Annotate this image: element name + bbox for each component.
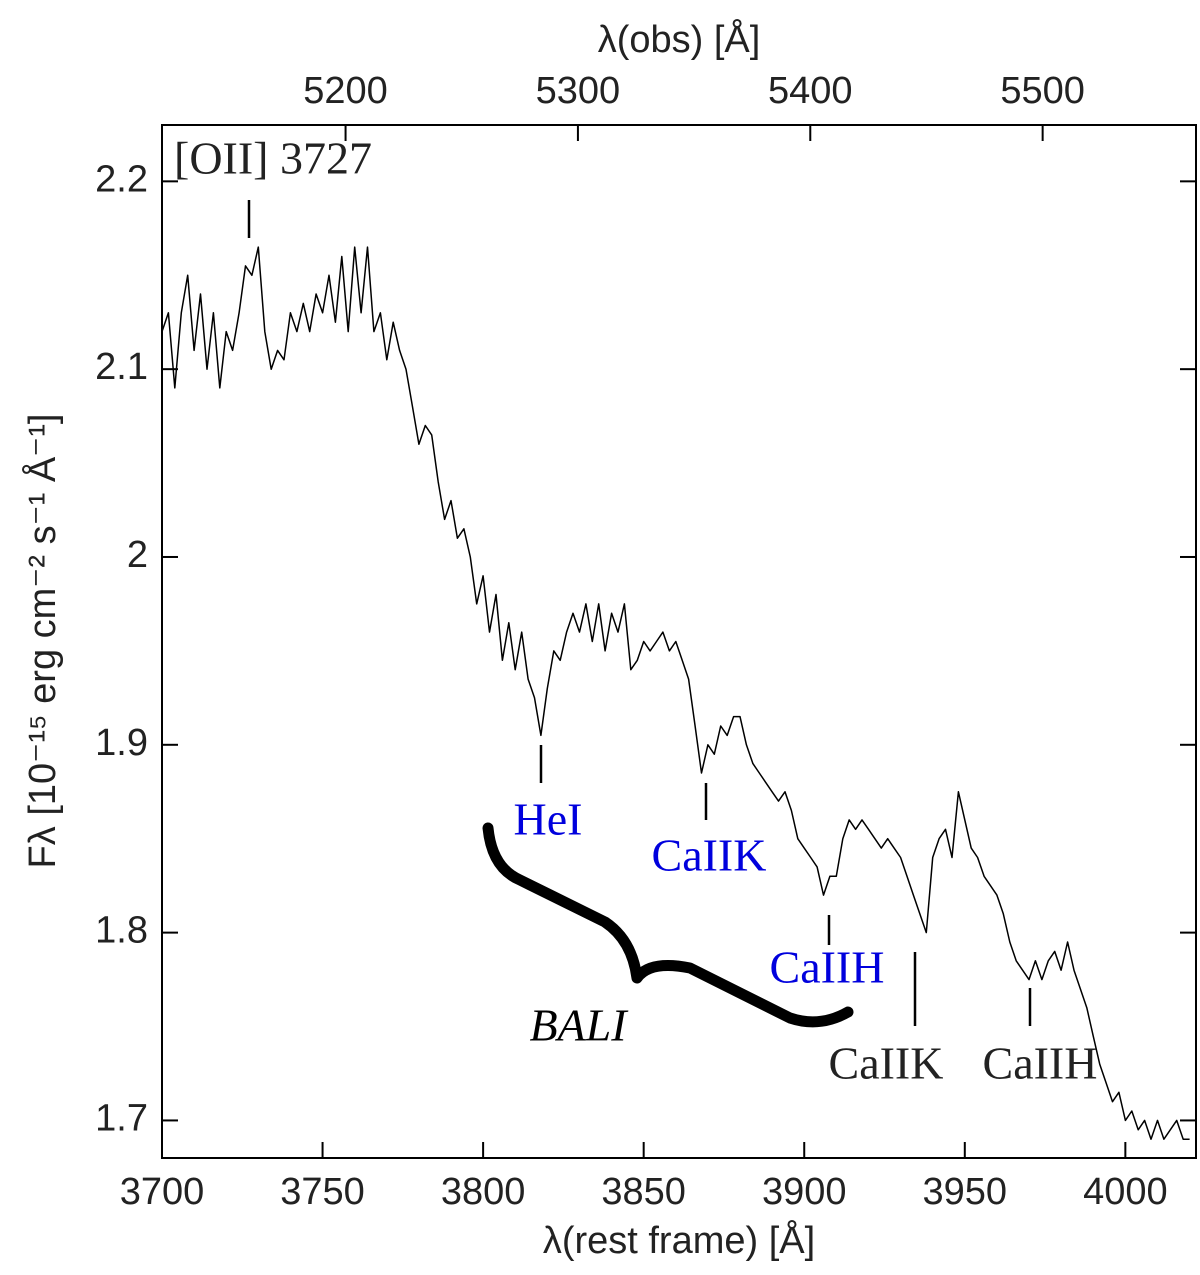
x-tick-label: 3900	[762, 1171, 847, 1213]
annotation: CaIIH	[983, 1038, 1098, 1089]
annotation: CaIIH	[770, 942, 885, 993]
annotation: [OII] 3727	[174, 133, 372, 184]
x2-tick-label: 5400	[768, 70, 853, 112]
x2-tick-label: 5500	[1000, 70, 1085, 112]
annotation: HeI	[514, 794, 583, 845]
brace	[482, 822, 854, 1028]
plot-frame	[161, 124, 1197, 1159]
x-tick-label: 3700	[120, 1171, 205, 1213]
x2-tick-label: 5200	[303, 70, 388, 112]
x-tick-label: 3800	[441, 1171, 526, 1213]
annotation: CaIIK	[829, 1038, 944, 1089]
annotation: CaIIK	[652, 830, 767, 881]
y-tick-label: 2	[127, 534, 148, 576]
y-tick-label: 2.1	[95, 346, 148, 388]
x2-axis-label: λ(obs) [Å]	[598, 17, 761, 61]
x2-tick-label: 5300	[536, 70, 621, 112]
y-tick-label: 1.8	[95, 910, 148, 952]
x-tick-label: 3850	[601, 1171, 686, 1213]
x-tick-label: 3950	[923, 1171, 1008, 1213]
x-tick-label: 4000	[1083, 1171, 1168, 1213]
x-tick-label: 3750	[280, 1171, 365, 1213]
spectrum-line	[161, 246, 1190, 1140]
y-tick-label: 1.9	[95, 722, 148, 764]
y-tick-label: 2.2	[95, 158, 148, 200]
y-tick-label: 1.7	[95, 1097, 148, 1139]
annotation: BALI	[529, 1000, 629, 1051]
y-axis-label: Fλ [10⁻¹⁵ erg cm⁻² s⁻¹ Å⁻¹]	[20, 414, 64, 869]
line-markers	[247, 200, 1032, 1026]
x-axis-label: λ(rest frame) [Å]	[543, 1218, 815, 1262]
